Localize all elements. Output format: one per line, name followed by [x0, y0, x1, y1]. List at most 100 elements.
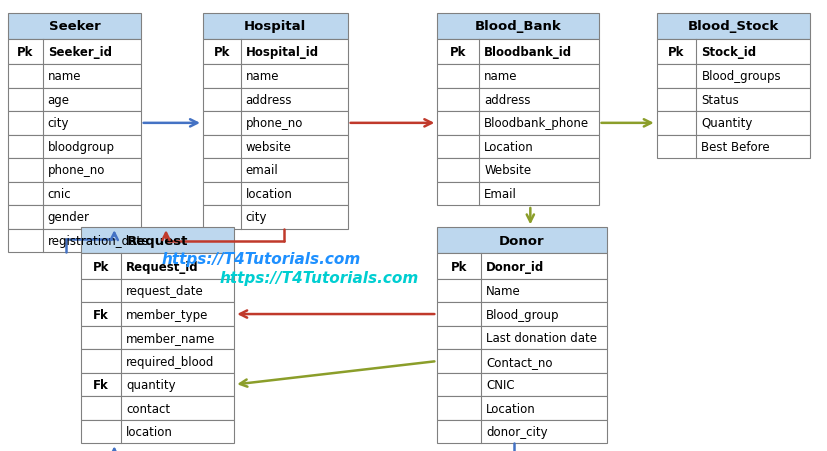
Bar — [437, 303, 606, 326]
Bar — [81, 326, 234, 350]
Bar — [8, 182, 141, 206]
Text: Quantity: Quantity — [700, 117, 752, 130]
Text: phone_no: phone_no — [48, 164, 105, 177]
Bar — [437, 159, 598, 182]
Text: Donor_id: Donor_id — [485, 260, 544, 273]
Bar — [437, 396, 606, 420]
Text: Last donation date: Last donation date — [485, 331, 596, 344]
Bar — [81, 396, 234, 420]
Bar — [437, 40, 598, 65]
Bar — [8, 40, 141, 65]
Bar — [437, 228, 606, 254]
Text: Location: Location — [484, 141, 533, 153]
Bar — [81, 303, 234, 326]
Bar — [8, 65, 141, 88]
Bar — [656, 135, 809, 159]
Bar — [203, 159, 347, 182]
Text: phone_no: phone_no — [245, 117, 303, 130]
Bar — [656, 40, 809, 65]
Text: city: city — [245, 211, 266, 224]
Bar — [8, 159, 141, 182]
Text: Pk: Pk — [17, 46, 34, 59]
Text: gender: gender — [48, 211, 89, 224]
Text: Best Before: Best Before — [700, 141, 769, 153]
Bar — [437, 326, 606, 350]
Bar — [437, 373, 606, 396]
Text: Blood_Bank: Blood_Bank — [474, 20, 561, 33]
Text: Hospital_id: Hospital_id — [245, 46, 318, 59]
Bar — [81, 373, 234, 396]
Bar — [437, 65, 598, 88]
Text: Fk: Fk — [93, 308, 109, 321]
Text: https://T4Tutorials.com: https://T4Tutorials.com — [161, 252, 361, 267]
Text: Pk: Pk — [667, 46, 684, 59]
Text: registration_date: registration_date — [48, 235, 149, 247]
Text: Request_id: Request_id — [126, 260, 198, 273]
Bar — [203, 135, 347, 159]
Text: Hospital: Hospital — [244, 20, 306, 33]
Text: Stock_id: Stock_id — [700, 46, 756, 59]
Text: required_blood: required_blood — [126, 355, 214, 368]
Text: Contact_no: Contact_no — [485, 355, 552, 368]
Text: name: name — [48, 70, 81, 83]
Bar — [203, 206, 347, 229]
Bar — [81, 350, 234, 373]
Text: quantity: quantity — [126, 378, 175, 391]
Bar — [656, 112, 809, 135]
Text: CNIC: CNIC — [485, 378, 514, 391]
Bar — [437, 420, 606, 443]
Bar — [437, 112, 598, 135]
Text: Location: Location — [485, 402, 535, 414]
Text: age: age — [48, 94, 69, 106]
Text: member_type: member_type — [126, 308, 208, 321]
Bar — [656, 14, 809, 40]
Text: city: city — [48, 117, 69, 130]
Text: address: address — [245, 94, 292, 106]
Text: Request: Request — [127, 235, 189, 247]
Text: https://T4Tutorials.com: https://T4Tutorials.com — [219, 270, 418, 285]
Text: cnic: cnic — [48, 188, 71, 200]
Bar — [656, 65, 809, 88]
Text: Blood_group: Blood_group — [485, 308, 559, 321]
Text: address: address — [484, 94, 530, 106]
Text: Email: Email — [484, 188, 516, 200]
Text: Seeker_id: Seeker_id — [48, 46, 112, 59]
Text: website: website — [245, 141, 291, 153]
Bar — [81, 228, 234, 254]
Bar — [8, 88, 141, 112]
Bar — [81, 254, 234, 279]
Bar — [437, 135, 598, 159]
Text: Website: Website — [484, 164, 531, 177]
Bar — [203, 65, 347, 88]
Bar — [437, 182, 598, 206]
Bar — [203, 88, 347, 112]
Text: Seeker: Seeker — [49, 20, 100, 33]
Bar — [203, 14, 347, 40]
Text: name: name — [484, 70, 517, 83]
Text: contact: contact — [126, 402, 170, 414]
Text: Bloodbank_phone: Bloodbank_phone — [484, 117, 589, 130]
Text: Status: Status — [700, 94, 739, 106]
Bar — [437, 14, 598, 40]
Text: email: email — [245, 164, 278, 177]
Bar — [8, 206, 141, 229]
Text: Pk: Pk — [93, 260, 109, 273]
Text: member_name: member_name — [126, 331, 215, 344]
Bar — [8, 135, 141, 159]
Text: Fk: Fk — [93, 378, 109, 391]
Bar — [81, 420, 234, 443]
Bar — [81, 279, 234, 303]
Text: Blood_Stock: Blood_Stock — [686, 20, 778, 33]
Bar — [437, 350, 606, 373]
Text: Pk: Pk — [449, 46, 466, 59]
Text: Donor: Donor — [499, 235, 544, 247]
Text: name: name — [245, 70, 279, 83]
Text: Bloodbank_id: Bloodbank_id — [484, 46, 571, 59]
Bar — [8, 14, 141, 40]
Text: donor_city: donor_city — [485, 425, 547, 438]
Text: Pk: Pk — [213, 46, 230, 59]
Bar — [437, 279, 606, 303]
Text: Name: Name — [485, 285, 520, 297]
Bar — [8, 229, 141, 253]
Text: location: location — [245, 188, 292, 200]
